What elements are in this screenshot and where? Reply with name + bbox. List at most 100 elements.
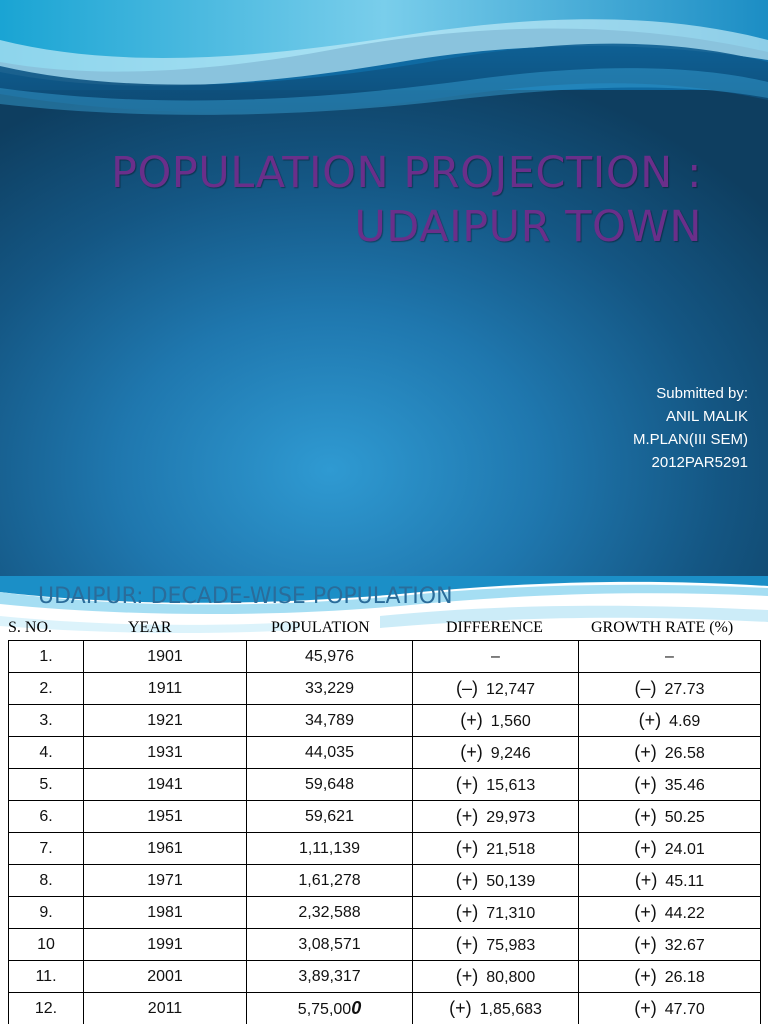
cell-difference: (+) 29,973 <box>412 800 579 833</box>
difference-sign: (+) <box>449 998 472 1018</box>
table-row: 8. 1971 1,61,278 (+) 50,139 (+) 45.11 <box>8 864 761 897</box>
cell-growth-rate: (+) 32.67 <box>578 928 761 961</box>
cell-difference: (+) 80,800 <box>412 960 579 993</box>
cell-year: 1961 <box>83 832 247 865</box>
title-line-1: POPULATION PROJECTION : <box>111 148 702 198</box>
population-table: 1. 1901 45,976 – – 2. 1911 33,229 (–) 12,747 (–) 27… <box>8 640 761 1024</box>
table-row: 11. 2001 3,89,317 (+) 80,800 (+) 26.18 <box>8 960 761 993</box>
population-value: 5,75,00 <box>297 1001 352 1018</box>
cell-sno: 10 <box>8 928 84 961</box>
growth-rate-value: 35.46 <box>664 777 705 794</box>
difference-value: 9,246 <box>490 745 531 762</box>
cell-sno: 11. <box>8 960 84 993</box>
cell-population: 3,89,317 <box>246 960 413 993</box>
cell-year: 1951 <box>83 800 247 833</box>
population-value: 2,32,588 <box>298 903 361 921</box>
title-slide: POPULATION PROJECTION : UDAIPUR TOWN Sub… <box>0 0 768 576</box>
cell-population: 2,32,588 <box>246 896 413 929</box>
difference-sign: (+) <box>460 710 483 730</box>
difference-value: 80,800 <box>486 969 536 986</box>
difference-value: 50,139 <box>486 873 536 890</box>
cell-year: 1941 <box>83 768 247 801</box>
population-value: 33,229 <box>305 679 354 697</box>
cell-growth-rate: (+) 24.01 <box>578 832 761 865</box>
cell-growth-rate: (+) 47.70 <box>578 992 761 1024</box>
growth-rate-sign: (+) <box>634 742 657 762</box>
cell-population: 45,976 <box>246 640 413 673</box>
cell-sno: 1. <box>8 640 84 673</box>
growth-rate-value: 26.18 <box>664 969 705 986</box>
cell-difference: (–) 12,747 <box>412 672 579 705</box>
cell-growth-rate: (+) 26.58 <box>578 736 761 769</box>
col-header-growth-rate: GROWTH RATE (%) <box>591 619 734 636</box>
cell-growth-rate: (+) 44.22 <box>578 896 761 929</box>
difference-value: 21,518 <box>486 841 536 858</box>
table-row: 1. 1901 45,976 – – <box>8 640 761 673</box>
author-name: ANIL MALIK <box>666 408 748 425</box>
cell-population: 5,75,000 <box>246 992 413 1024</box>
cell-growth-rate: (–) 27.73 <box>578 672 761 705</box>
cell-growth-rate: (+) 45.11 <box>578 864 761 897</box>
col-header-difference: DIFFERENCE <box>446 619 543 636</box>
growth-rate-sign: (+) <box>634 966 657 986</box>
population-value: 3,08,571 <box>298 935 361 953</box>
difference-sign: (+) <box>460 742 483 762</box>
difference-sign: (+) <box>455 774 479 794</box>
difference-sign: (+) <box>455 838 479 858</box>
difference-value: 29,973 <box>486 809 536 826</box>
population-suffix: 0 <box>351 998 362 1018</box>
cell-year: 1921 <box>83 704 247 737</box>
cell-growth-rate: (+) 50.25 <box>578 800 761 833</box>
growth-rate-sign: (–) <box>634 678 657 698</box>
cell-year: 1901 <box>83 640 247 673</box>
growth-rate-value: 24.01 <box>664 841 705 858</box>
table-row: 12. 2011 5,75,000 (+) 1,85,683 (+) 47.70 <box>8 992 761 1024</box>
cell-sno: 7. <box>8 832 84 865</box>
author-course: M.PLAN(III SEM) <box>632 431 748 448</box>
cell-sno: 6. <box>8 800 84 833</box>
cell-year: 1981 <box>83 896 247 929</box>
growth-rate-sign: (+) <box>638 710 662 730</box>
population-value: 1,11,139 <box>298 839 361 857</box>
table-row: 10 1991 3,08,571 (+) 75,983 (+) 32.67 <box>8 928 761 961</box>
growth-rate-value: 26.58 <box>664 745 705 762</box>
difference-sign: (+) <box>455 966 479 986</box>
cell-difference: (+) 75,983 <box>412 928 579 961</box>
growth-rate-sign: (+) <box>634 806 657 826</box>
cell-difference: (+) 15,613 <box>412 768 579 801</box>
cell-difference: – <box>412 640 579 673</box>
growth-rate-value: 45.11 <box>665 873 705 890</box>
population-value: 3,89,317 <box>298 967 361 985</box>
cell-difference: (+) 1,85,683 <box>412 992 579 1024</box>
difference-sign: (+) <box>455 902 479 922</box>
difference-value: 71,310 <box>486 905 536 922</box>
cell-growth-rate: (+) 4.69 <box>578 704 761 737</box>
difference-value: – <box>491 647 500 665</box>
difference-value: 12,747 <box>486 681 535 698</box>
growth-rate-sign: (+) <box>634 998 657 1018</box>
table-row: 9. 1981 2,32,588 (+) 71,310 (+) 44.22 <box>8 896 761 929</box>
growth-rate-value: 32.67 <box>664 937 705 954</box>
cell-difference: (+) 71,310 <box>412 896 579 929</box>
wave-decoration <box>0 0 768 115</box>
col-header-sno: S. NO. <box>8 619 53 636</box>
slide-title: POPULATION PROJECTION : UDAIPUR TOWN <box>22 146 702 254</box>
cell-sno: 8. <box>8 864 84 897</box>
cell-population: 44,035 <box>246 736 413 769</box>
submitted-label: Submitted by: <box>656 385 748 402</box>
growth-rate-value: 47.70 <box>664 1001 705 1018</box>
difference-sign: (+) <box>455 806 479 826</box>
difference-sign: (+) <box>455 934 479 954</box>
growth-rate-sign: (+) <box>634 838 657 858</box>
cell-population: 59,648 <box>246 768 413 801</box>
population-value: 34,789 <box>305 711 354 729</box>
table-row: 7. 1961 1,11,139 (+) 21,518 (+) 24.01 <box>8 832 761 865</box>
cell-year: 1971 <box>83 864 247 897</box>
cell-year: 1931 <box>83 736 247 769</box>
col-header-year: YEAR <box>128 619 172 636</box>
cell-sno: 9. <box>8 896 84 929</box>
table-row: 5. 1941 59,648 (+) 15,613 (+) 35.46 <box>8 768 761 801</box>
cell-difference: (+) 21,518 <box>412 832 579 865</box>
cell-year: 2001 <box>83 960 247 993</box>
cell-sno: 2. <box>8 672 84 705</box>
